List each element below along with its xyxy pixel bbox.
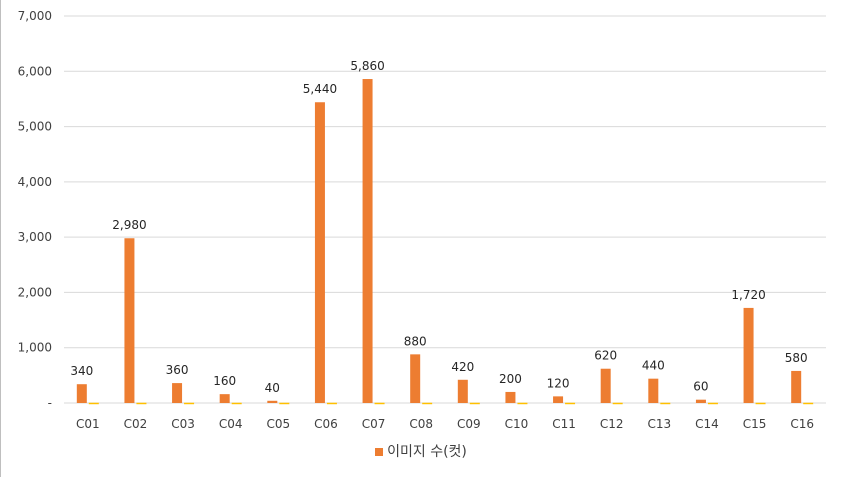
data-label: 440 [642, 359, 665, 373]
x-tick-label: C13 [647, 417, 671, 431]
bar [314, 102, 325, 403]
bar [695, 399, 706, 403]
bar-secondary [707, 402, 718, 405]
data-label: 1,720 [731, 288, 765, 302]
x-tick-label: C05 [266, 417, 290, 431]
data-label: 580 [785, 351, 808, 365]
x-tick-label: C15 [743, 417, 767, 431]
bar-secondary [136, 402, 147, 405]
bar-secondary [374, 402, 385, 405]
legend-label: 이미지 수(컷) [387, 444, 467, 460]
bar-secondary [755, 402, 766, 405]
data-label: 420 [451, 360, 474, 374]
y-tick-label: 7,000 [18, 9, 52, 23]
x-tick-label: C10 [505, 417, 529, 431]
bar-secondary [803, 402, 814, 405]
bar-secondary [88, 402, 99, 405]
bar [172, 383, 183, 403]
bar-secondary [326, 402, 337, 405]
x-tick-label: C09 [457, 417, 481, 431]
data-label: 120 [547, 376, 570, 390]
bar [457, 379, 468, 403]
x-tick-label: C06 [314, 417, 338, 431]
bar-secondary [469, 402, 480, 405]
y-tick-label: - [48, 396, 52, 410]
data-label: 2,980 [112, 218, 146, 232]
y-tick-label: 4,000 [18, 175, 52, 189]
bar-secondary [422, 402, 433, 405]
x-tick-label: C07 [362, 417, 386, 431]
data-label: 40 [265, 381, 280, 395]
bar [553, 396, 564, 403]
x-tick-label: C03 [171, 417, 195, 431]
bar [219, 394, 230, 403]
data-label: 360 [166, 363, 189, 377]
bar [124, 238, 135, 403]
bar [791, 370, 802, 403]
legend-swatch [375, 448, 384, 456]
y-tick-label: 3,000 [18, 230, 52, 244]
x-tick-label: C11 [552, 417, 576, 431]
bar-secondary [517, 402, 528, 405]
x-tick-label: C01 [76, 417, 100, 431]
bar [648, 378, 659, 403]
y-tick-label: 2,000 [18, 285, 52, 299]
y-tick-label: 6,000 [18, 64, 52, 78]
bar [505, 391, 516, 403]
bar-secondary [231, 402, 242, 405]
data-label: 5,860 [350, 59, 384, 73]
bar-secondary [660, 402, 671, 405]
data-label: 620 [594, 349, 617, 363]
data-label: 340 [70, 364, 93, 378]
bar [362, 79, 373, 404]
data-label: 160 [213, 374, 236, 388]
data-label: 5,440 [303, 82, 337, 96]
bar-secondary [565, 402, 576, 405]
x-tick-label: C08 [409, 417, 433, 431]
bar-secondary [184, 402, 195, 405]
x-tick-label: C12 [600, 417, 624, 431]
bar [267, 400, 278, 403]
x-tick-label: C02 [124, 417, 148, 431]
x-tick-label: C14 [695, 417, 719, 431]
bar [76, 384, 87, 403]
data-label: 200 [499, 372, 522, 386]
bar [743, 307, 754, 403]
data-label: 60 [693, 380, 708, 394]
bar [600, 368, 611, 403]
bar [410, 354, 421, 403]
left-border-line [0, 0, 1, 477]
data-label: 880 [404, 334, 427, 348]
y-tick-label: 5,000 [18, 120, 52, 134]
bar-secondary [279, 402, 290, 405]
y-tick-label: 1,000 [18, 341, 52, 355]
legend: 이미지 수(컷) [0, 441, 842, 461]
x-tick-label: C04 [219, 417, 243, 431]
x-tick-label: C16 [790, 417, 814, 431]
bar-secondary [612, 402, 623, 405]
